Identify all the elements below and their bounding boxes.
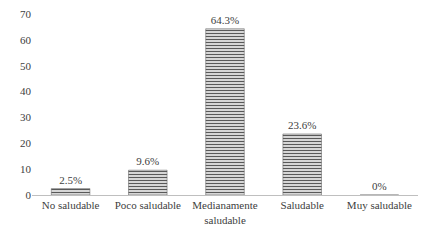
svg-text:60: 60 <box>20 34 32 46</box>
svg-text:Muy saludable: Muy saludable <box>347 199 412 211</box>
svg-text:Poco saludable: Poco saludable <box>115 199 181 211</box>
svg-text:70: 70 <box>20 8 32 20</box>
svg-text:2.5%: 2.5% <box>59 174 82 186</box>
svg-text:Medianamentesaludable: Medianamentesaludable <box>192 199 257 225</box>
svg-text:0: 0 <box>26 189 32 201</box>
svg-text:9.6%: 9.6% <box>136 155 159 167</box>
svg-text:10: 10 <box>20 163 32 175</box>
svg-text:40: 40 <box>20 85 32 97</box>
svg-text:0%: 0% <box>372 180 387 192</box>
svg-text:64.3%: 64.3% <box>211 14 239 26</box>
svg-text:No saludable: No saludable <box>42 199 100 211</box>
svg-text:20: 20 <box>20 137 32 149</box>
svg-text:50: 50 <box>20 60 32 72</box>
svg-text:Saludable: Saludable <box>281 199 324 211</box>
svg-text:23.6%: 23.6% <box>288 119 316 131</box>
svg-text:30: 30 <box>20 111 32 123</box>
